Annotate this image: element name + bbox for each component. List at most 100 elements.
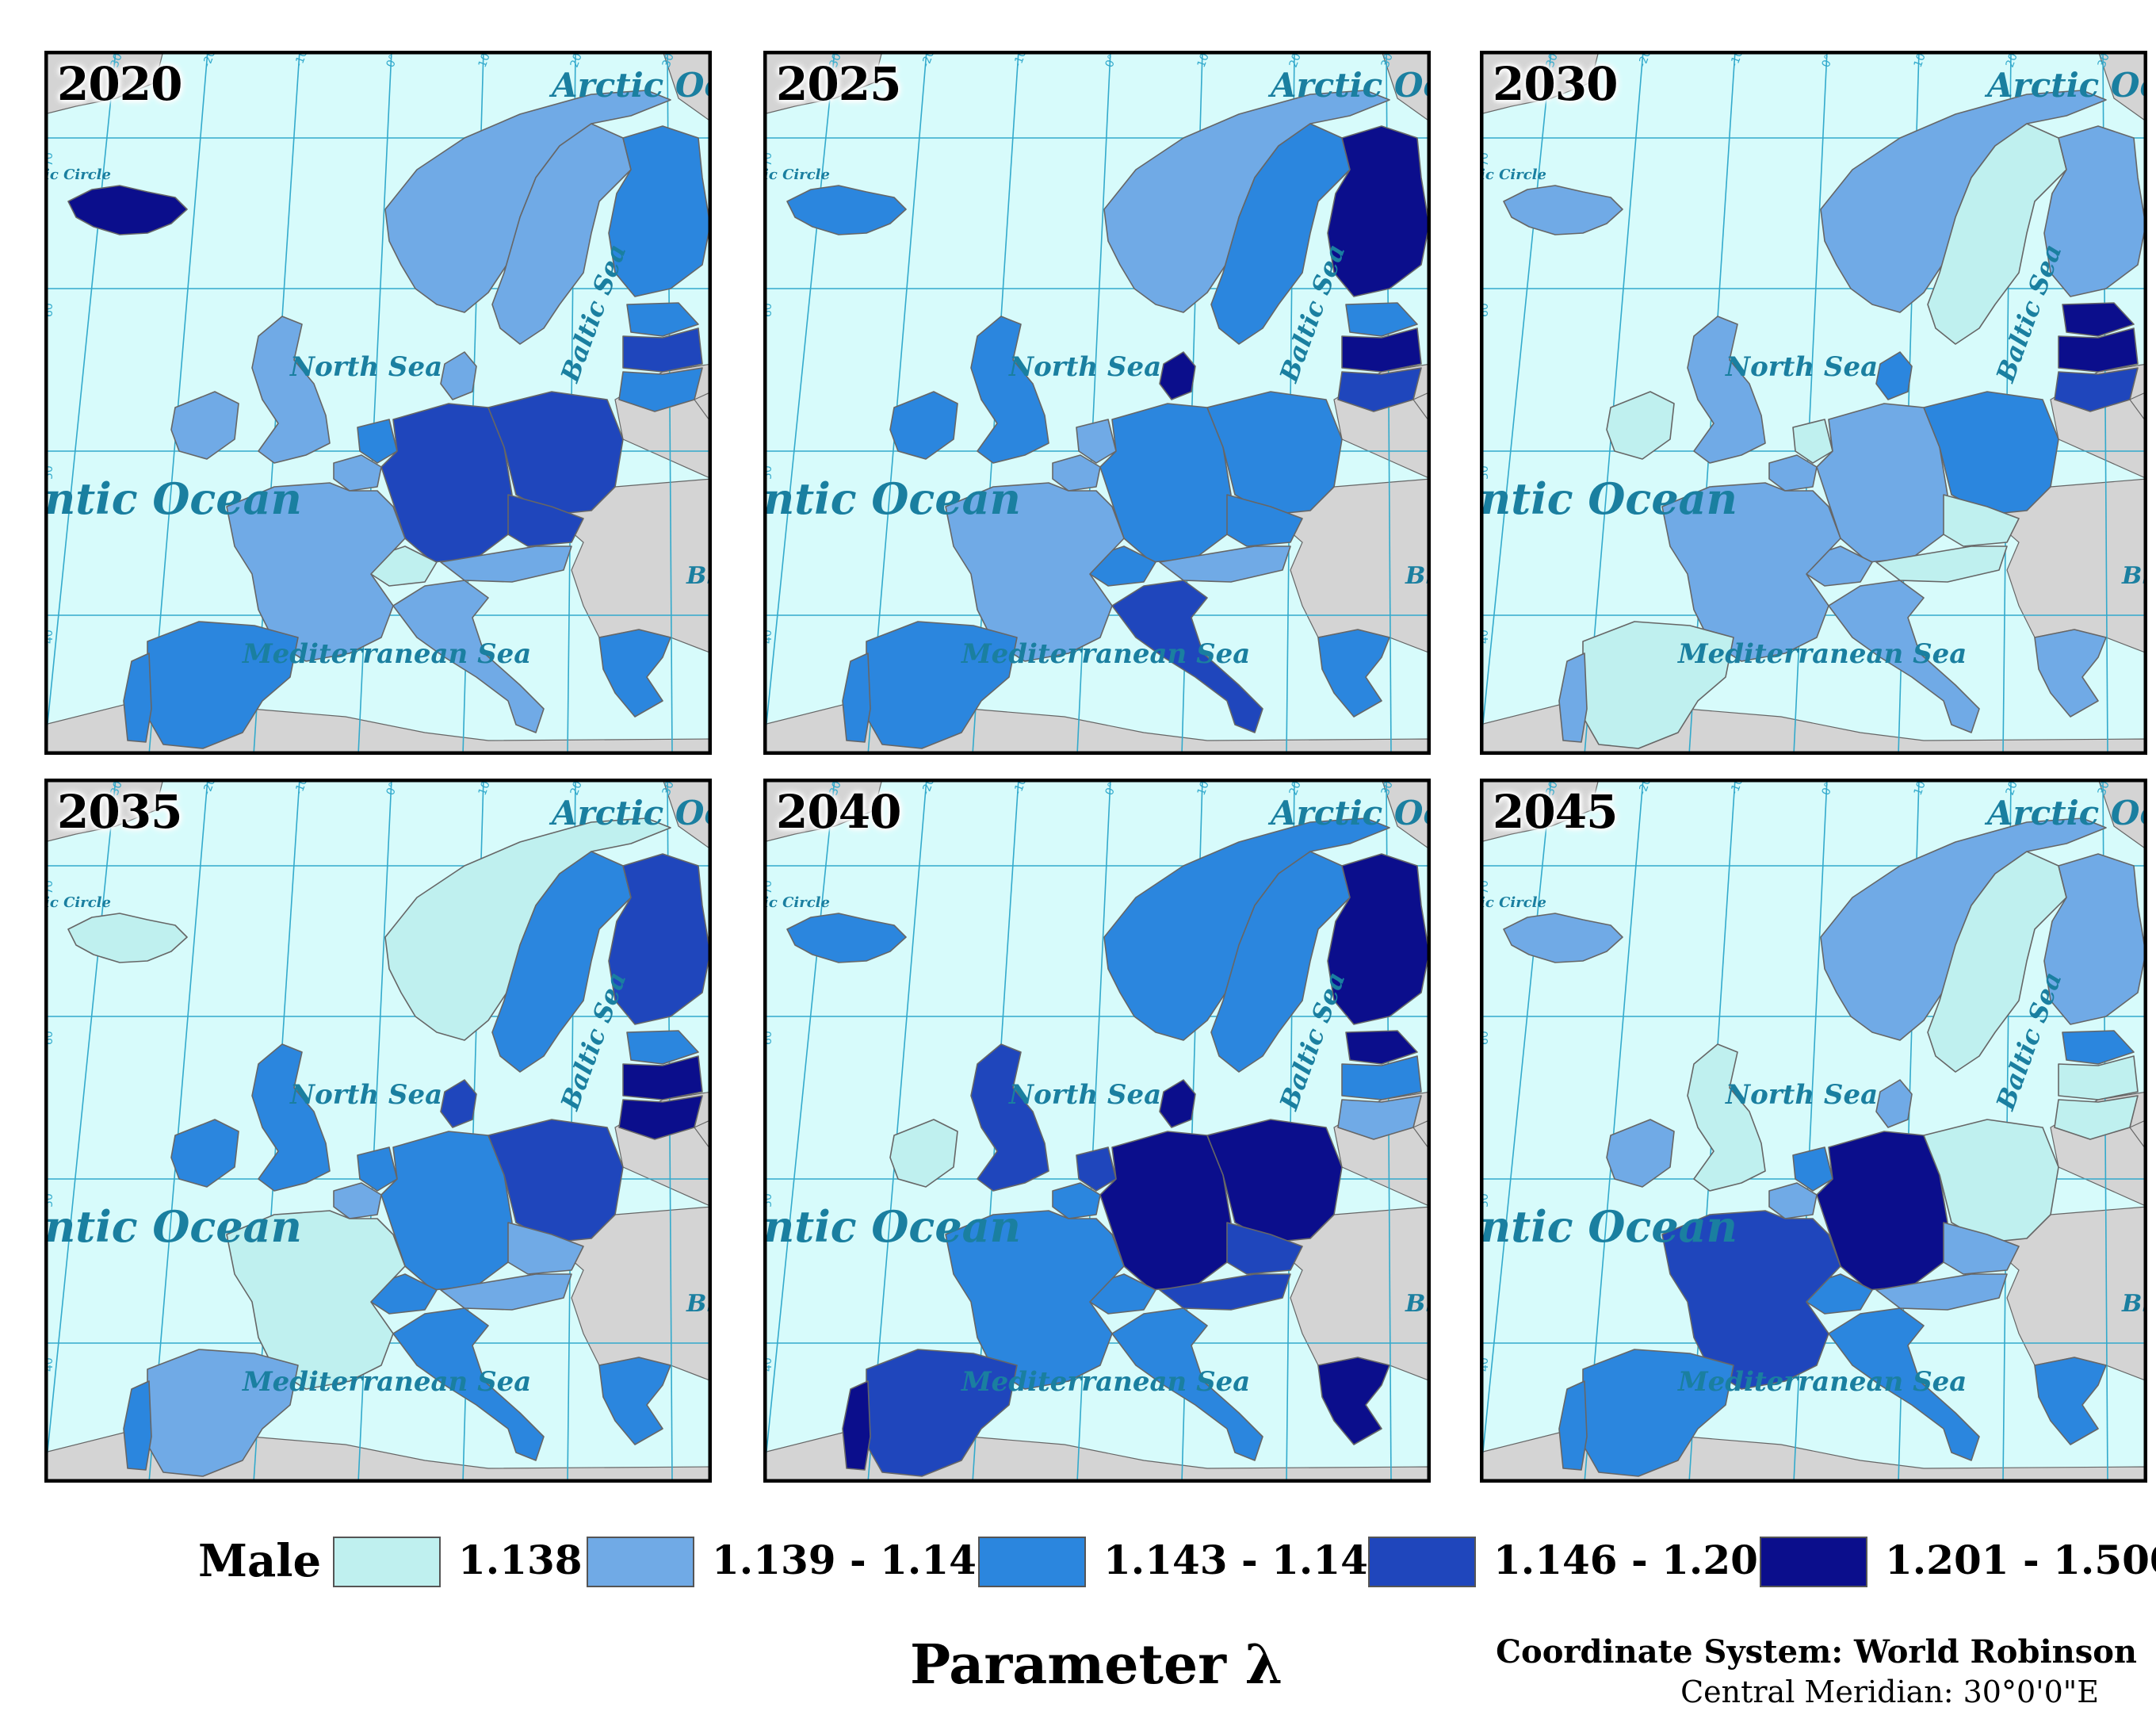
- country-uk: [251, 1043, 331, 1192]
- country-denmark: [1159, 1079, 1196, 1128]
- other-land: [662, 51, 712, 123]
- country-iceland: [786, 913, 907, 963]
- country-italy: [1828, 1307, 1980, 1461]
- ocean-label-north-sea: North Sea: [1008, 1079, 1161, 1111]
- other-land: [1381, 51, 1431, 123]
- country-poland: [1206, 1119, 1343, 1243]
- ocean-label-black: Bl: [2121, 1290, 2147, 1318]
- country-sweden: [1210, 851, 1351, 1073]
- year-label: 2025: [776, 57, 901, 111]
- country-austria: [1159, 545, 1291, 583]
- ocean-label-arctic: Arctic Oc: [1267, 794, 1431, 832]
- panel-frame: [44, 779, 712, 1483]
- country-ireland: [170, 391, 239, 460]
- country-greece: [598, 629, 671, 718]
- country-italy: [1111, 580, 1263, 733]
- other-land: [44, 779, 164, 843]
- lon-tick-label: 0°: [1820, 53, 1836, 69]
- country-belgium: [333, 454, 382, 492]
- ocean-label-north-sea: North Sea: [289, 351, 442, 383]
- country-sweden: [491, 851, 632, 1073]
- other-land: [2129, 1119, 2147, 1153]
- country-austria: [1875, 1273, 2008, 1311]
- other-land: [694, 391, 712, 425]
- meridian: [44, 51, 117, 755]
- ocean-label-atlantic: ntic Ocean: [1480, 1201, 1737, 1252]
- panel-frame: [763, 779, 1431, 1483]
- meridian: [763, 51, 835, 755]
- map-panel-2020: 30° -20° -10° 0° 10° 20° 30° 70° 60° 50° 40° Arctic…: [44, 51, 712, 755]
- country-iceland: [1503, 913, 1623, 963]
- ocean-label-arctic-circle: ic Circle: [44, 166, 111, 183]
- country-lithuania: [1337, 367, 1422, 412]
- other-land: [2097, 779, 2147, 851]
- legend-swatch: [1368, 1537, 1476, 1587]
- country-greece: [2034, 1357, 2107, 1445]
- country-ireland: [889, 1119, 958, 1188]
- country-iceland: [67, 913, 188, 963]
- map-panel-2040: 30° -20° -10° 0° 10° 20° 30° 70° 60° 50° 40° Arctic…: [763, 779, 1431, 1483]
- country-austria: [1875, 545, 2008, 583]
- country-italy: [1111, 1307, 1263, 1461]
- year-label: 2035: [57, 785, 182, 839]
- other-land: [44, 51, 164, 115]
- panel-frame: [1480, 51, 2147, 755]
- country-latvia: [622, 327, 703, 373]
- map-canvas: 30° -20° -10° 0° 10° 20° 30°70°60°50°40°Arctic…: [763, 51, 1431, 755]
- country-poland: [1923, 391, 2059, 515]
- map-canvas: 30° -20° -10° 0° 10° 20° 30°70°60°50°40°Arctic…: [1480, 779, 2147, 1483]
- country-estonia: [626, 302, 699, 337]
- country-finland: [2043, 853, 2146, 1025]
- other-land: [763, 51, 883, 115]
- legend-label: 1.138: [458, 1537, 583, 1583]
- ocean-label-black: Bl: [1405, 562, 1431, 590]
- lon-tick-label: 0°: [384, 781, 400, 797]
- country-poland: [487, 1119, 624, 1243]
- country-netherlands: [1076, 419, 1117, 464]
- legend-swatch: [1760, 1537, 1867, 1587]
- coordinate-system: Coordinate System: World Robinson: [1496, 1633, 2137, 1671]
- other-land: [2129, 391, 2147, 425]
- country-belgium: [1768, 1182, 1818, 1219]
- country-czechia: [1226, 1222, 1303, 1275]
- country-denmark: [1159, 351, 1196, 400]
- ocean-label-arctic-circle: ic Circle: [1480, 166, 1546, 183]
- other-land: [662, 779, 712, 851]
- country-czechia: [1943, 494, 2020, 547]
- country-italy: [1828, 580, 1980, 733]
- country-czechia: [507, 494, 584, 547]
- country-portugal: [123, 1380, 152, 1471]
- country-lithuania: [2054, 1095, 2139, 1140]
- ocean-label-north-sea: North Sea: [1008, 351, 1161, 383]
- country-czechia: [1226, 494, 1303, 547]
- country-portugal: [1558, 653, 1588, 743]
- country-netherlands: [1076, 1146, 1117, 1192]
- lon-tick-label: 0°: [1103, 781, 1119, 797]
- other-land: [1412, 391, 1431, 425]
- legend-label: 1.143 - 1.145: [1103, 1537, 1396, 1583]
- country-latvia: [2058, 1055, 2139, 1100]
- map-canvas: 30° -20° -10° 0° 10° 20° 30°70°60°50°40°Arctic…: [763, 779, 1431, 1483]
- legend: Male 1.138 1.139 - 1.142 1.143 - 1.145 1…: [198, 1532, 2156, 1595]
- country-estonia: [1345, 302, 1418, 337]
- ocean-label-mediterranean: Mediterranean Sea: [961, 638, 1250, 670]
- country-finland: [1327, 853, 1430, 1025]
- ocean-label-black: Bl: [686, 562, 712, 590]
- country-uk: [970, 316, 1049, 464]
- ocean-label-atlantic: ntic Ocean: [44, 473, 302, 524]
- panel-frame: [1480, 779, 2147, 1483]
- ocean-label-mediterranean: Mediterranean Sea: [242, 1366, 531, 1398]
- lon-tick-label: 0°: [384, 53, 400, 69]
- country-finland: [2043, 125, 2146, 297]
- country-czechia: [507, 1222, 584, 1275]
- meridian: [1480, 51, 1552, 755]
- ocean-label-arctic-circle: ic Circle: [763, 894, 830, 911]
- ocean-label-arctic: Arctic Oc: [1267, 66, 1431, 105]
- ocean-label-arctic-circle: ic Circle: [44, 894, 111, 911]
- country-belgium: [1052, 454, 1101, 492]
- country-greece: [1317, 1357, 1390, 1445]
- country-poland: [1206, 391, 1343, 515]
- country-netherlands: [357, 419, 398, 464]
- parameter-title: Parameter λ: [910, 1633, 1283, 1697]
- lon-tick-label: 0°: [1103, 53, 1119, 69]
